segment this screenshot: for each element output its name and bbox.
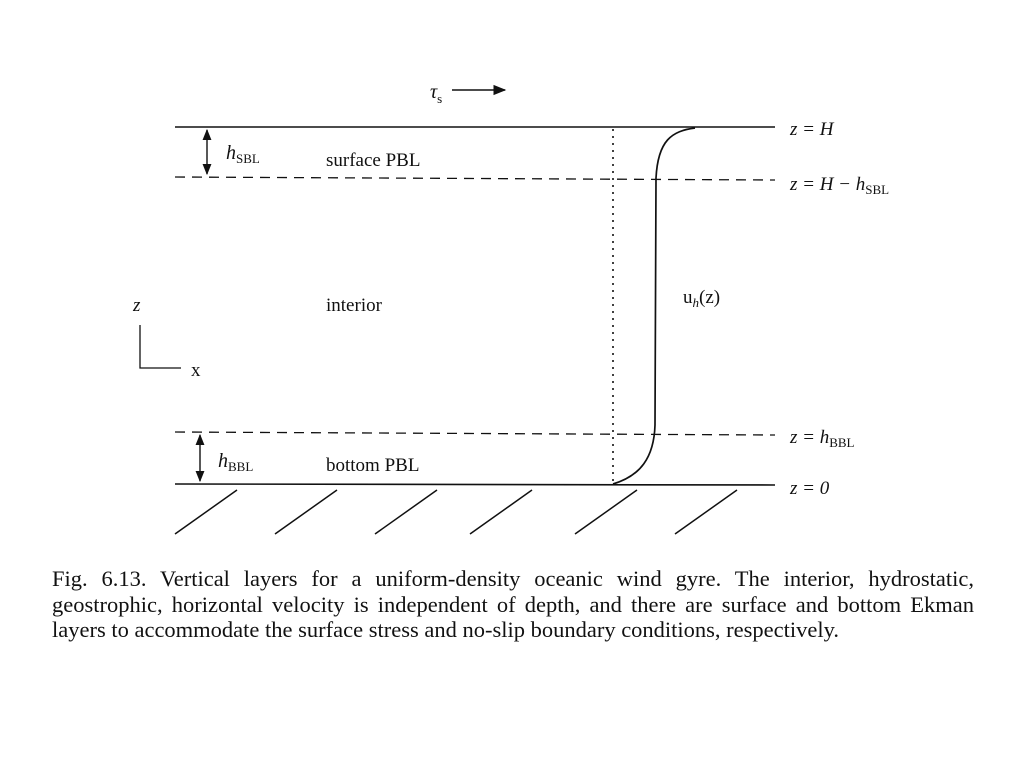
figure-caption: Fig. 6.13. Vertical layers for a uniform… — [52, 566, 974, 642]
level-label-bottom: z = 0 — [789, 478, 830, 499]
surface-stress-label: τs — [430, 81, 442, 106]
ocean-layers-diagram: τs hSBL hBBL surface PBL interior bottom… — [132, 81, 889, 535]
z-axis-label: z — [132, 295, 141, 316]
interior-label: interior — [326, 295, 383, 316]
bottom-line — [174, 483, 776, 486]
bottom-thickness-label: hBBL — [218, 450, 253, 474]
velocity-profile-curve — [612, 127, 696, 485]
velocity-profile-label: uh(z) — [683, 287, 720, 310]
bottom-layer-label: bottom PBL — [326, 455, 419, 476]
coordinate-axes — [139, 325, 181, 369]
level-label-surface-base: z = H − hSBL — [789, 174, 889, 197]
seafloor-hatching — [174, 489, 738, 535]
surface-layer-label: surface PBL — [326, 150, 420, 171]
surface-layer-base-dashed-line — [174, 176, 776, 181]
level-label-top: z = H — [789, 119, 835, 140]
surface-thickness-label: hSBL — [226, 142, 260, 166]
x-axis-label: x — [191, 360, 201, 381]
level-label-bottom-top: z = hBBL — [789, 427, 855, 450]
bottom-layer-top-dashed-line — [174, 431, 776, 436]
